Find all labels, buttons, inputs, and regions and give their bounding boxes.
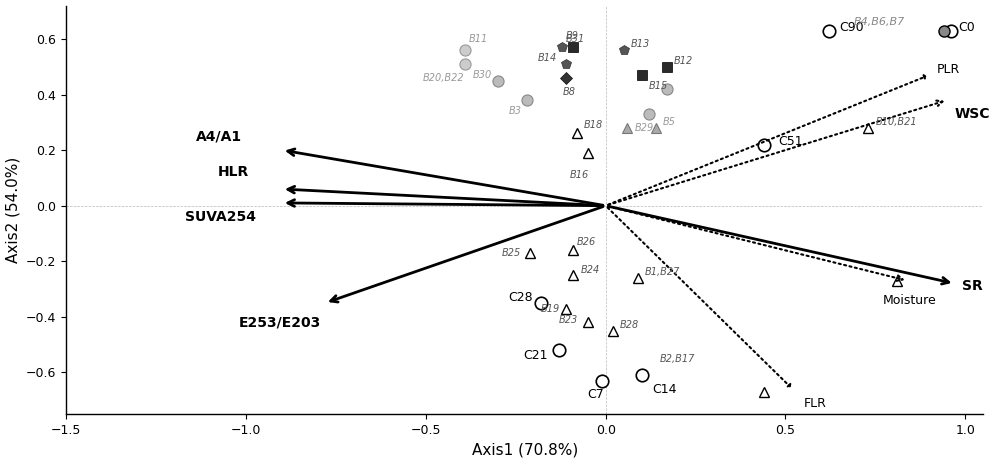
Text: C21: C21: [523, 349, 547, 362]
Text: B9: B9: [566, 31, 579, 41]
Text: B18: B18: [584, 120, 603, 130]
Y-axis label: Axis2 (54.0%): Axis2 (54.0%): [6, 157, 21, 263]
Text: PLR: PLR: [937, 63, 960, 76]
Text: C90: C90: [839, 21, 864, 34]
Text: B15: B15: [649, 81, 668, 91]
Text: HLR: HLR: [217, 165, 249, 179]
Text: B20,B22: B20,B22: [422, 73, 464, 83]
Text: WSC: WSC: [954, 107, 990, 121]
Text: B25: B25: [501, 248, 521, 258]
Text: B31: B31: [566, 34, 585, 44]
Text: C14: C14: [652, 382, 677, 396]
Text: B24: B24: [580, 265, 600, 275]
Text: SR: SR: [962, 279, 982, 293]
Text: A4/A1: A4/A1: [196, 129, 242, 143]
Text: B30: B30: [473, 70, 492, 80]
Text: B19: B19: [541, 304, 560, 313]
Text: B13: B13: [631, 39, 650, 50]
Text: Moisture: Moisture: [883, 294, 936, 307]
Text: B5: B5: [663, 117, 676, 127]
Text: B12: B12: [674, 56, 693, 66]
X-axis label: Axis1 (70.8%): Axis1 (70.8%): [472, 443, 578, 457]
Text: B16: B16: [570, 170, 589, 180]
Text: B8: B8: [562, 87, 575, 97]
Text: SUVA254: SUVA254: [185, 210, 256, 224]
Text: B26: B26: [577, 237, 596, 247]
Text: C51: C51: [778, 135, 803, 148]
Text: B14: B14: [537, 53, 557, 63]
Text: C0: C0: [958, 21, 975, 34]
Text: B28: B28: [620, 320, 639, 330]
Text: B2,B17: B2,B17: [660, 354, 695, 363]
Text: B23: B23: [559, 315, 578, 325]
Text: B11: B11: [469, 34, 488, 44]
Text: E253/E203: E253/E203: [239, 315, 321, 330]
Text: B10,B21: B10,B21: [875, 117, 917, 127]
Text: B29: B29: [634, 123, 654, 133]
Text: C7: C7: [588, 388, 604, 401]
Text: C28: C28: [509, 291, 533, 304]
Text: B3: B3: [509, 106, 522, 116]
Text: FLR: FLR: [803, 396, 826, 410]
Text: B1,B27: B1,B27: [645, 268, 681, 277]
Text: B4,B6,B7: B4,B6,B7: [854, 17, 905, 27]
